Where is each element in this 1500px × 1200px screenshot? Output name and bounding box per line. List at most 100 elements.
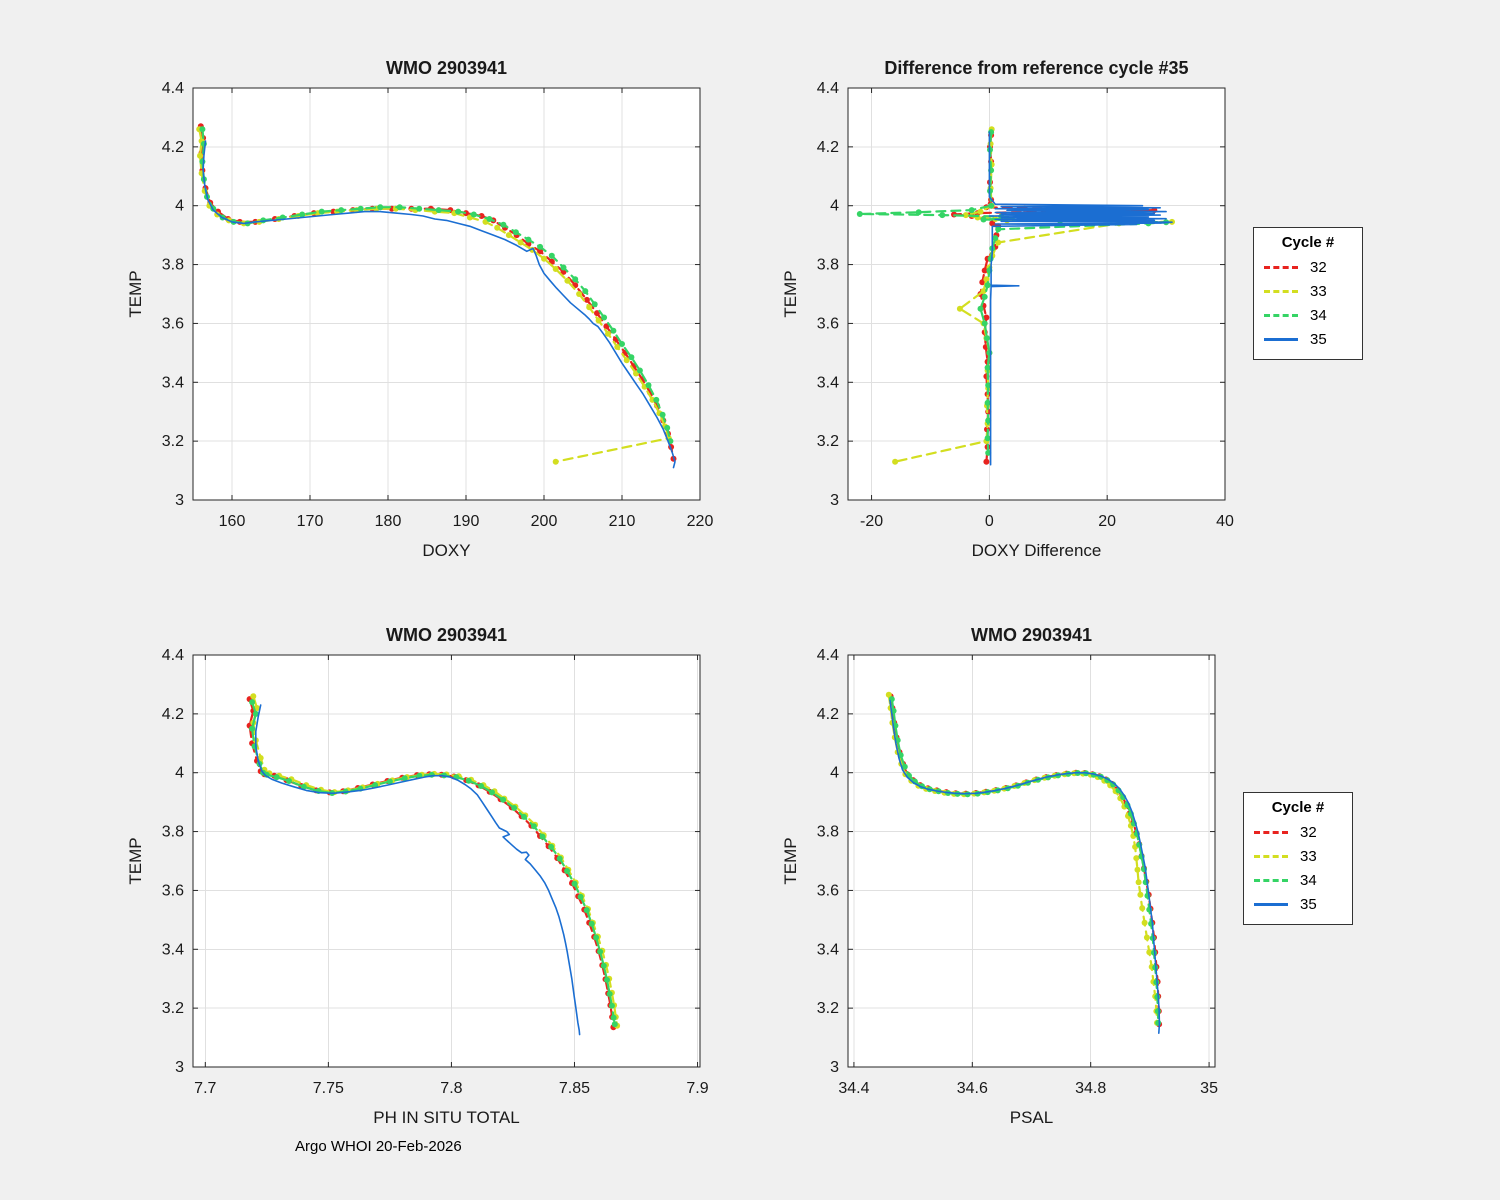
- series-line-cycle-35: [988, 131, 1173, 466]
- y-axis-label: TEMP: [781, 837, 800, 884]
- y-tick-label: 4.2: [162, 139, 184, 156]
- panel-temp-vs-psal: 34.4 34.6 34.8 35 3 3.2 3.4 3.6 3.8 4 4.2 4.4 WMO 29…: [781, 625, 1218, 1127]
- series-marker-cycle-34: [1155, 1019, 1162, 1026]
- series-marker-cycle-34: [560, 264, 567, 271]
- y-tick-label: 4.4: [162, 647, 184, 664]
- series-marker-cycle-33: [541, 255, 547, 262]
- series-marker-cycle-34: [539, 833, 546, 840]
- series-marker-cycle-34: [386, 778, 393, 785]
- plot-area: [848, 655, 1215, 1067]
- series-marker-cycle-33: [595, 317, 602, 324]
- series-marker-cycle-33: [257, 755, 264, 761]
- series-marker-cycle-34: [252, 710, 259, 717]
- axis-box: [192, 654, 701, 1068]
- panel-temp-vs-doxy: 160 170 180 190 200 210 220 3 3.2 3.4 3.6 3.8 4 4.2 4.…: [126, 58, 713, 560]
- series-marker-cycle-34: [985, 417, 992, 424]
- y-axis-label: TEMP: [126, 270, 145, 317]
- series-marker-cycle-34: [901, 763, 908, 770]
- series-marker-cycle-34: [465, 777, 472, 784]
- legend-line-sample: [1264, 289, 1298, 293]
- legend-label: 32: [1300, 823, 1317, 841]
- series-marker-cycle-33: [1135, 879, 1142, 886]
- series-marker-cycle-34: [981, 293, 988, 300]
- series-marker-cycle-32: [989, 220, 996, 227]
- x-tick-label: 7.75: [313, 1080, 344, 1097]
- series-marker-cycle-34: [199, 126, 206, 133]
- x-tick-label: 170: [297, 513, 324, 530]
- legend-line-sample: [1264, 337, 1298, 341]
- series-marker-cycle-32: [537, 248, 544, 255]
- series-marker-cycle-32: [983, 458, 990, 465]
- series-marker-cycle-34: [593, 934, 600, 941]
- x-tick-label: 7.7: [194, 1080, 216, 1097]
- series-marker-cycle-34: [500, 221, 507, 228]
- y-tick-label: 3.8: [817, 824, 839, 841]
- series-marker-cycle-34: [249, 699, 256, 706]
- legend-line-sample: [1254, 878, 1288, 882]
- series-marker-cycle-34: [548, 843, 555, 850]
- y-tick-label: 4.2: [162, 706, 184, 723]
- series-marker-cycle-34: [530, 823, 537, 830]
- series-marker-cycle-34: [249, 725, 256, 732]
- series-marker-cycle-34: [984, 364, 991, 371]
- legend-cycle-bottom: Cycle # 32 33 34 35: [1243, 792, 1353, 925]
- y-tick-label: 3: [830, 1059, 839, 1076]
- x-tick-label: 190: [453, 513, 480, 530]
- series-marker-cycle-34: [995, 226, 1002, 233]
- y-tick-label: 3.4: [162, 374, 184, 391]
- y-tick-label: 3.8: [162, 824, 184, 841]
- series-marker-cycle-34: [455, 208, 462, 215]
- series-marker-cycle-33: [1137, 891, 1144, 898]
- axis-box: [192, 87, 701, 501]
- series-marker-cycle-33: [586, 304, 593, 311]
- x-tick-label: 34.6: [957, 1080, 988, 1097]
- series-marker-cycle-34: [1154, 994, 1161, 1000]
- series-marker-cycle-34: [664, 424, 671, 431]
- x-axis-label: PH IN SITU TOTAL: [373, 1108, 519, 1127]
- legend-entry-34: 34: [1254, 868, 1342, 892]
- legend-entry-32: 32: [1254, 820, 1342, 844]
- series-marker-cycle-34: [416, 205, 423, 212]
- series-marker-cycle-34: [591, 301, 598, 308]
- y-tick-label: 3.8: [817, 257, 839, 274]
- chart-title: WMO 2903941: [386, 58, 507, 78]
- x-tick-label: 34.4: [838, 1080, 869, 1097]
- legend-entry-32: 32: [1264, 255, 1352, 279]
- series-marker-cycle-33: [623, 357, 630, 364]
- series-marker-cycle-32: [594, 310, 600, 317]
- y-tick-label: 4.2: [817, 139, 839, 156]
- x-tick-label: 220: [687, 513, 714, 530]
- panel-temp-vs-doxy-difference: -20 0 20 40 3 3.2 3.4 3.6 3.8 4 4.2 4.4 Difference f…: [781, 58, 1234, 560]
- y-tick-label: 3.4: [817, 374, 839, 391]
- series-marker-cycle-33: [552, 458, 559, 465]
- series-marker-cycle-34: [537, 243, 544, 250]
- y-tick-label: 3.2: [162, 433, 184, 450]
- legend-entry-33: 33: [1254, 844, 1342, 868]
- plot-area: [193, 655, 700, 1067]
- legend-label: 32: [1310, 258, 1327, 276]
- legend-cycle-top: Cycle # 32 33 34 35: [1253, 227, 1363, 360]
- axis-box: [847, 654, 1216, 1068]
- legend-label: 33: [1310, 282, 1327, 300]
- series-marker-cycle-34: [610, 1014, 617, 1021]
- series-marker-cycle-33: [1139, 905, 1146, 912]
- x-axis-label: DOXY Difference: [972, 541, 1102, 560]
- series-marker-cycle-33: [1143, 934, 1150, 941]
- y-tick-label: 4: [175, 198, 184, 215]
- series-marker-cycle-33: [614, 344, 621, 350]
- series-marker-cycle-34: [985, 449, 992, 456]
- y-tick-label: 3.2: [817, 433, 839, 450]
- series-marker-cycle-33: [885, 691, 892, 698]
- y-tick-label: 3.4: [817, 941, 839, 958]
- x-tick-label: 7.8: [440, 1080, 462, 1097]
- series-marker-cycle-34: [582, 288, 589, 295]
- legend-entry-33: 33: [1264, 279, 1352, 303]
- plot-area: [848, 88, 1225, 500]
- x-tick-label: 20: [1098, 513, 1116, 530]
- y-tick-label: 3.6: [817, 882, 839, 899]
- series-marker-cycle-33: [1141, 919, 1148, 926]
- legend-line-sample: [1264, 265, 1298, 269]
- legend-entry-35: 35: [1254, 892, 1342, 916]
- y-axis-label: TEMP: [126, 837, 145, 884]
